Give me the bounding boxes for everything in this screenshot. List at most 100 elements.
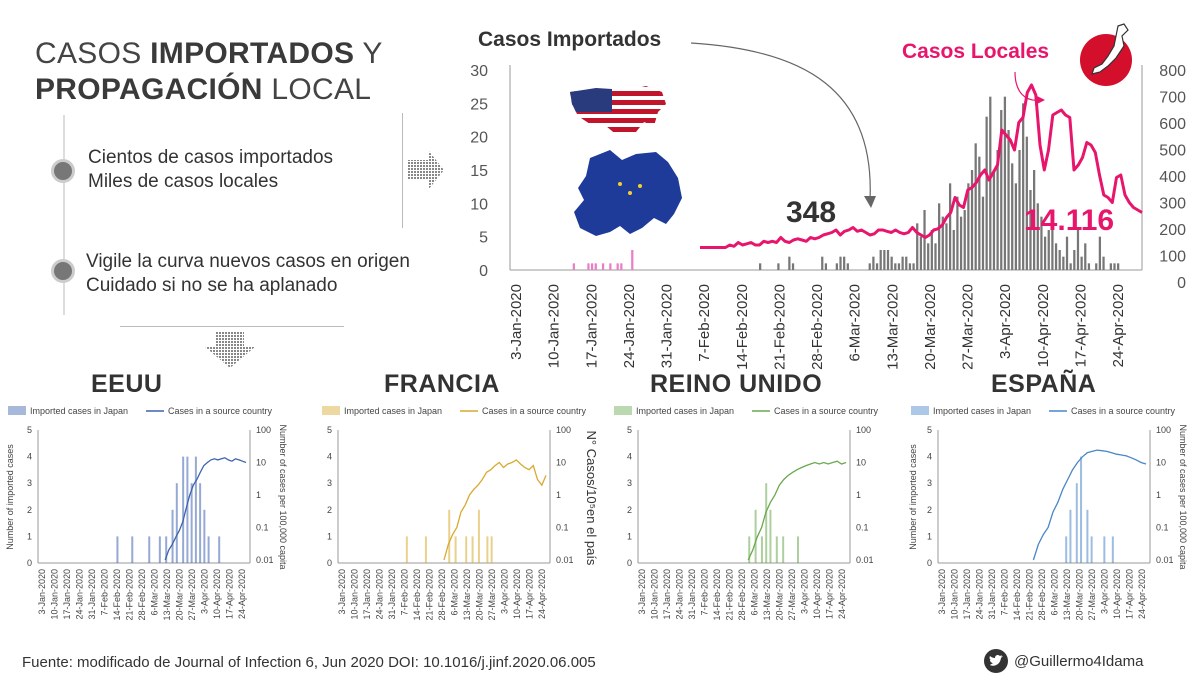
imported-bar: [905, 256, 908, 270]
left-tick-label: 5: [27, 425, 32, 435]
date-tick-label: 17-Jan-2020: [583, 284, 600, 368]
right-tick-label: 100: [1156, 425, 1171, 435]
divider-line: [120, 326, 344, 327]
bullet-2: Vigile la curva nuevos casos en origen C…: [86, 251, 410, 296]
imported-bar: [1109, 263, 1112, 270]
date-tick-label: 17-Jan-2020: [662, 569, 672, 620]
date-tick-label: 24-Jan-2020: [75, 569, 85, 620]
date-tick-label: 14-Feb-2020: [412, 569, 422, 621]
small-chart-france: Imported cases in Japan Cases in a source…: [322, 406, 599, 621]
date-tick-label: 21-Feb-2020: [725, 569, 735, 621]
imported-bar: [594, 263, 597, 270]
imported-bar: [1086, 509, 1089, 563]
imported-bar: [883, 250, 886, 270]
date-tick-label: 27-Mar-2020: [187, 569, 197, 621]
imported-bar: [590, 263, 594, 270]
left-tick-label: 1: [327, 531, 332, 541]
imported-bar: [1047, 230, 1050, 270]
imported-bar: [171, 509, 174, 563]
imported-bar: [1062, 256, 1065, 270]
bullet-dot-2: [51, 259, 75, 283]
imported-bar: [967, 183, 970, 270]
legend-swatch-imported: [322, 406, 340, 415]
imported-bar: [1065, 236, 1069, 270]
legend-imported: Imported cases in Japan: [30, 406, 128, 416]
imported-arrow-head: [864, 196, 876, 208]
local-cases-line: [700, 83, 1143, 249]
left-tick-label: 5: [627, 425, 632, 435]
imported-bar: [765, 483, 768, 563]
legend-source: Cases in a source country: [774, 406, 879, 416]
date-tick-label: 27-Mar-2020: [1087, 569, 1097, 621]
imported-bar: [631, 250, 634, 270]
date-tick-label: 27-Mar-2020: [487, 569, 497, 621]
date-tick-label: 20-Mar-2020: [922, 284, 939, 370]
twitter-handle[interactable]: @Guillermo4Idama: [1014, 653, 1144, 670]
imported-bar: [1084, 243, 1087, 270]
left-tick-label: 1: [627, 531, 632, 541]
imported-bar: [620, 263, 623, 270]
imported-bar: [963, 210, 966, 270]
right-tick-label: 10: [1156, 458, 1166, 468]
bullet-dot-1: [51, 159, 75, 183]
imported-bar: [1065, 536, 1068, 563]
imported-bar: [1033, 170, 1036, 270]
imported-bar: [1073, 250, 1076, 270]
imported-bar: [477, 509, 480, 563]
imported-bar: [424, 536, 427, 563]
left-tick-label: 3: [927, 478, 932, 488]
imported-bar: [465, 536, 468, 563]
imported-bar: [175, 483, 178, 563]
imported-bar: [897, 263, 901, 270]
imported-bar: [1090, 536, 1093, 563]
legend-imported: Imported cases in Japan: [344, 406, 442, 416]
date-tick-label: 24-Apr-2020: [837, 569, 847, 619]
date-tick-label: 28-Feb-2020: [437, 569, 447, 621]
date-tick-label: 31-Jan-2020: [659, 284, 676, 368]
imported-bar: [992, 170, 996, 270]
imported-bar: [609, 263, 612, 270]
imported-bar: [1095, 263, 1098, 270]
date-tick-label: 17-Apr-2020: [1072, 284, 1089, 367]
legend-source: Cases in a source country: [168, 406, 273, 416]
source-country-line: [443, 459, 547, 561]
imported-bar: [782, 536, 785, 563]
date-tick-label: 6-Mar-2020: [450, 569, 460, 616]
date-tick-label: 31-Jan-2020: [87, 569, 97, 620]
date-tick-label: 14-Feb-2020: [712, 569, 722, 621]
imported-bar: [748, 536, 751, 563]
timeline-line: [63, 115, 65, 315]
date-tick-label: 10-Jan-2020: [950, 569, 960, 620]
twitter-icon[interactable]: [984, 649, 1008, 673]
imported-bar: [1022, 103, 1025, 270]
right-tick-label: 700: [1159, 90, 1186, 107]
date-tick-label: 3-Apr-2020: [1100, 569, 1110, 614]
right-tick-label: 0.1: [856, 523, 869, 533]
main-chart: 05101520253001002003004005006007008003-J…: [470, 42, 1186, 370]
small-chart-usa: Imported cases in Japan Cases in a source…: [5, 406, 288, 621]
imported-bar: [945, 223, 948, 270]
y-axis-label-right: Number of cases per 100,000 capita: [278, 424, 288, 569]
imported-bar: [959, 216, 963, 270]
date-tick-label: 3-Jan-2020: [637, 569, 647, 615]
country-label-france: FRANCIA: [384, 370, 500, 398]
page-title: CASOS IMPORTADOS Y PROPAGACIÓN LOCAL: [35, 37, 383, 106]
imported-bar: [199, 483, 202, 563]
right-tick-label: 0.1: [256, 523, 269, 533]
axis-note-cases-per-100k: N° Casos/10⁵en el país: [584, 431, 599, 566]
date-tick-label: 27-Mar-2020: [960, 284, 977, 370]
country-label-spain: ESPAÑA: [991, 370, 1097, 398]
imported-bar: [454, 536, 457, 563]
left-tick-label: 5: [927, 425, 932, 435]
imported-bar: [1075, 483, 1078, 563]
date-tick-label: 6-Mar-2020: [1050, 569, 1060, 616]
imported-bar: [1000, 110, 1003, 270]
japan-flag-map-icon: [1080, 23, 1132, 86]
right-tick-label: 1: [556, 490, 561, 500]
date-tick-label: 7-Feb-2020: [700, 569, 710, 616]
y-axis-label-left: Number of imported cases: [908, 444, 918, 550]
imported-bar: [1014, 183, 1017, 270]
date-tick-label: 20-Mar-2020: [175, 569, 185, 621]
y-axis-label-right: Number of cases per 100,000 capita: [1178, 424, 1188, 569]
imported-bar: [989, 96, 992, 271]
